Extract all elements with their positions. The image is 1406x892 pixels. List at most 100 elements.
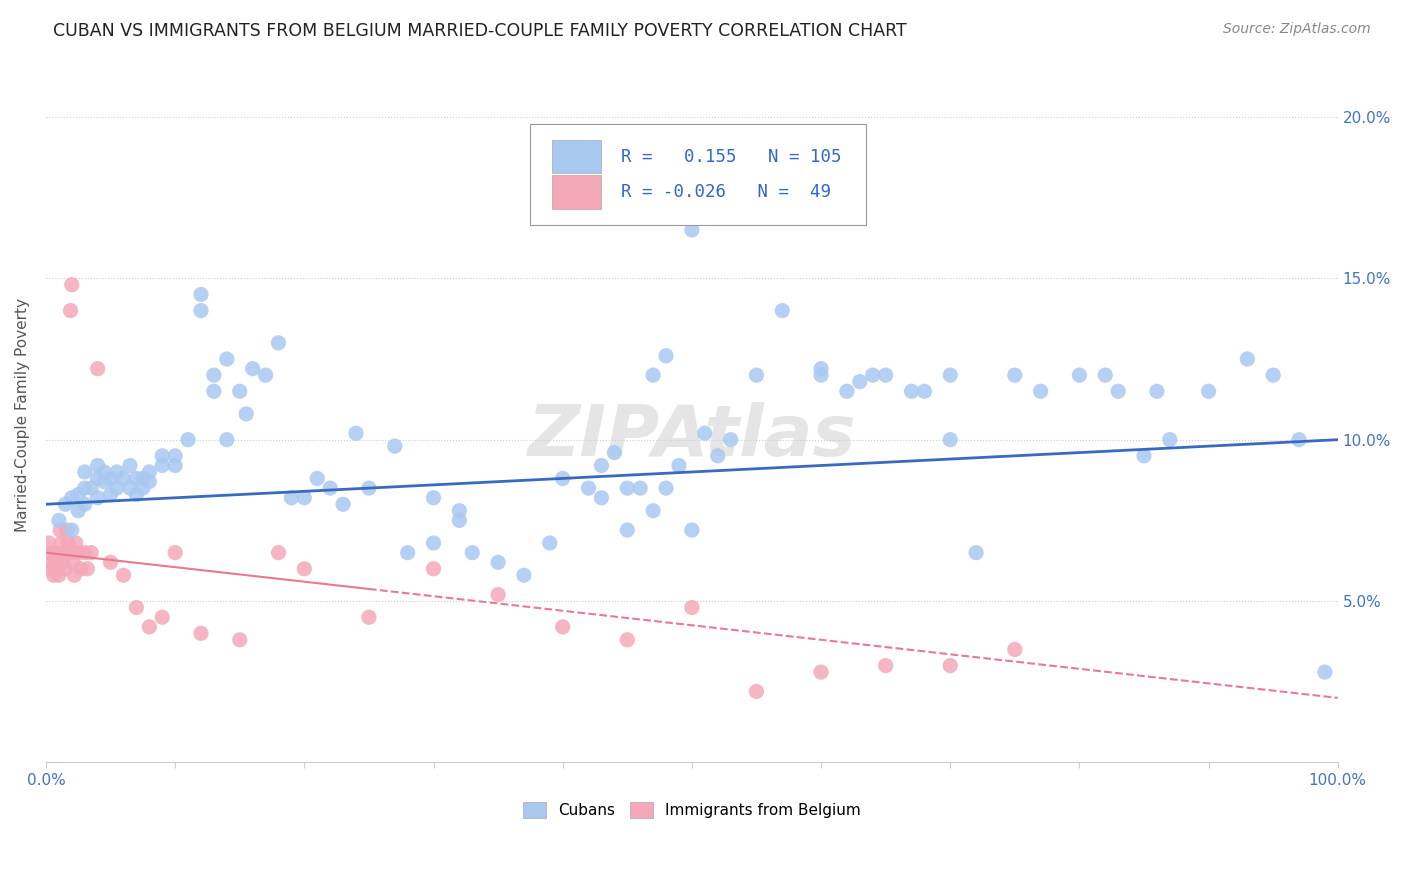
Point [73,481,96,495]
Point [900,384,922,399]
Point [1146,384,1168,399]
Point [267,335,290,350]
Point [912,384,935,399]
Point [643,368,665,383]
Point [190,303,212,318]
Point [177,433,200,447]
Point [332,497,354,511]
Point [51,536,73,550]
Point [100,471,122,485]
Point [229,384,252,399]
Point [52,555,75,569]
Point [138,465,160,479]
Point [578,481,600,495]
Point [655,481,678,495]
Point [235,407,257,421]
Point [965,546,987,560]
Point [86,361,108,376]
Point [49,523,72,537]
Point [591,491,613,505]
Point [1029,384,1052,399]
Point [1159,433,1181,447]
Point [875,368,897,383]
Point [132,471,155,485]
Point [38,536,60,550]
Point [422,491,444,505]
Point [1094,368,1116,383]
Point [681,523,703,537]
Point [1004,642,1026,657]
Point [681,223,703,237]
Point [63,568,86,582]
Point [616,481,638,495]
Point [835,384,858,399]
Point [46,562,69,576]
Point [138,620,160,634]
Point [1004,368,1026,383]
Point [396,546,419,560]
Point [86,458,108,473]
Y-axis label: Married-Couple Family Poverty: Married-Couple Family Poverty [15,299,30,533]
Point [41,562,63,576]
Point [53,546,76,560]
Point [125,487,148,501]
Point [190,287,212,301]
Point [292,562,315,576]
Point [770,303,793,318]
Point [67,504,90,518]
Point [1313,665,1336,679]
Point [73,497,96,511]
Point [1069,368,1091,383]
Point [745,368,768,383]
Point [292,491,315,505]
Point [745,684,768,698]
Point [44,546,66,560]
Text: Source: ZipAtlas.com: Source: ZipAtlas.com [1223,22,1371,37]
Point [55,523,77,537]
Point [48,568,70,582]
FancyBboxPatch shape [530,124,866,225]
Point [100,487,122,501]
Point [254,368,277,383]
Point [138,475,160,489]
Point [53,562,76,576]
Point [862,368,884,383]
Point [1133,449,1156,463]
Point [93,475,115,489]
Legend: Cubans, Immigrants from Belgium: Cubans, Immigrants from Belgium [516,796,868,824]
FancyBboxPatch shape [553,140,602,173]
Point [165,449,187,463]
Point [357,610,380,624]
Point [53,497,76,511]
Point [449,513,471,527]
Point [48,513,70,527]
Point [319,481,342,495]
Point [551,620,574,634]
Point [100,555,122,569]
Point [60,491,83,505]
Point [681,600,703,615]
Point [939,433,962,447]
Point [643,504,665,518]
Point [513,568,536,582]
Point [628,481,651,495]
Point [461,546,484,560]
Point [67,487,90,501]
Point [538,536,561,550]
Point [132,481,155,495]
Point [215,351,238,366]
Point [1107,384,1129,399]
Point [150,449,173,463]
Point [45,555,67,569]
Point [60,277,83,292]
FancyBboxPatch shape [553,176,602,209]
Point [551,471,574,485]
Point [939,658,962,673]
Point [1288,433,1310,447]
Point [70,562,93,576]
Point [125,600,148,615]
Point [202,368,225,383]
Point [165,458,187,473]
Point [202,384,225,399]
Point [810,361,832,376]
